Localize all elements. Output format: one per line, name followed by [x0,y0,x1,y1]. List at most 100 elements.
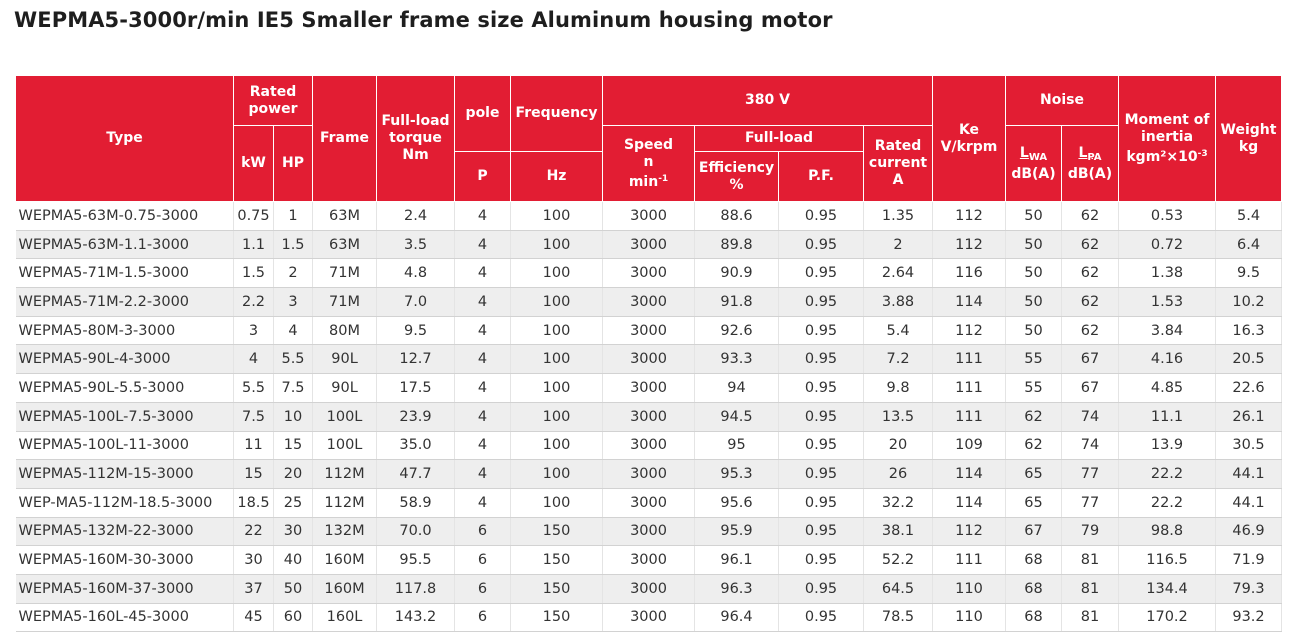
speed-symbol: n [644,154,654,170]
table-row: WEPMA5-63M-0.75-3000 0.75 1 63M 2.4 4 100 3000 8… [16,202,1282,231]
table-row: WEPMA5-160L-45-3000 45 60 160L 143.2 6 150 3000… [16,603,1282,632]
cell-frequency: 150 [511,603,603,632]
header-torque: Full-load torque Nm [377,76,455,202]
cell-inertia: 98.8 [1119,517,1216,546]
cell-weight: 71.9 [1216,546,1282,575]
cell-inertia: 22.2 [1119,488,1216,517]
cell-torque: 35.0 [377,431,455,460]
cell-pole: 4 [455,230,511,259]
cell-kw: 37 [234,574,274,603]
lwa-label: LWA [1020,145,1047,161]
cell-inertia: 134.4 [1119,574,1216,603]
cell-ke: 111 [933,546,1006,575]
table-row: WEPMA5-63M-1.1-3000 1.1 1.5 63M 3.5 4 100 3000 8… [16,230,1282,259]
cell-rated-current: 64.5 [864,574,933,603]
cell-pole: 4 [455,460,511,489]
cell-frame: 100L [313,402,377,431]
cell-speed: 3000 [603,374,695,403]
cell-hp: 7.5 [274,374,313,403]
cell-weight: 93.2 [1216,603,1282,632]
cell-hp: 15 [274,431,313,460]
cell-pf: 0.95 [779,431,864,460]
cell-frame: 160L [313,603,377,632]
cell-torque: 95.5 [377,546,455,575]
cell-type: WEPMA5-63M-1.1-3000 [16,230,234,259]
cell-frame: 71M [313,288,377,317]
cell-lwa: 68 [1006,574,1062,603]
cell-torque: 12.7 [377,345,455,374]
cell-torque: 117.8 [377,574,455,603]
cell-rated-current: 26 [864,460,933,489]
cell-type: WEPMA5-160L-45-3000 [16,603,234,632]
header-pole: pole [455,76,511,152]
cell-frequency: 100 [511,259,603,288]
cell-inertia: 0.72 [1119,230,1216,259]
cell-inertia: 11.1 [1119,402,1216,431]
cell-frame: 132M [313,517,377,546]
lwa-unit: dB(A) [1011,166,1055,182]
cell-lwa: 50 [1006,288,1062,317]
header-pole-unit: P [455,152,511,202]
cell-pole: 4 [455,374,511,403]
cell-inertia: 170.2 [1119,603,1216,632]
header-rated-power: Rated power [234,76,313,126]
cell-weight: 22.6 [1216,374,1282,403]
cell-type: WEP-MA5-112M-18.5-3000 [16,488,234,517]
header-lwa: LWA dB(A) [1006,126,1062,202]
cell-frame: 112M [313,460,377,489]
cell-pole: 4 [455,288,511,317]
cell-pole: 6 [455,517,511,546]
cell-kw: 30 [234,546,274,575]
cell-frequency: 100 [511,460,603,489]
cell-inertia: 1.38 [1119,259,1216,288]
cell-lwa: 62 [1006,402,1062,431]
cell-efficiency: 89.8 [695,230,779,259]
lwa-letter: L [1020,145,1029,161]
cell-speed: 3000 [603,488,695,517]
cell-weight: 10.2 [1216,288,1282,317]
cell-frequency: 100 [511,431,603,460]
cell-rated-current: 3.88 [864,288,933,317]
cell-rated-current: 5.4 [864,316,933,345]
speed-unit: min [629,174,658,190]
cell-weight: 46.9 [1216,517,1282,546]
table-row: WEPMA5-160M-37-3000 37 50 160M 117.8 6 150 3000… [16,574,1282,603]
cell-inertia: 3.84 [1119,316,1216,345]
cell-pf: 0.95 [779,230,864,259]
table-row: WEPMA5-160M-30-3000 30 40 160M 95.5 6 150 3000 9… [16,546,1282,575]
speed-exponent: -1 [658,174,668,184]
cell-efficiency: 94 [695,374,779,403]
cell-frame: 80M [313,316,377,345]
cell-frequency: 150 [511,546,603,575]
cell-rated-current: 52.2 [864,546,933,575]
cell-pole: 4 [455,402,511,431]
table-row: WEPMA5-100L-11-3000 11 15 100L 35.0 4 100 3000 9… [16,431,1282,460]
cell-ke: 110 [933,603,1006,632]
cell-torque: 143.2 [377,603,455,632]
cell-efficiency: 95.9 [695,517,779,546]
lpa-subscript: PA [1087,152,1101,163]
header-speed: Speed n min-1 [603,126,695,202]
cell-frequency: 100 [511,230,603,259]
lpa-label: LPA [1078,145,1101,161]
cell-pole: 6 [455,574,511,603]
lpa-unit: dB(A) [1068,166,1112,182]
cell-lpa: 81 [1062,574,1119,603]
cell-pole: 4 [455,259,511,288]
cell-frame: 90L [313,345,377,374]
cell-weight: 30.5 [1216,431,1282,460]
header-type: Type [16,76,234,202]
cell-frame: 71M [313,259,377,288]
cell-speed: 3000 [603,202,695,231]
cell-speed: 3000 [603,316,695,345]
cell-inertia: 0.53 [1119,202,1216,231]
cell-lwa: 50 [1006,230,1062,259]
cell-weight: 20.5 [1216,345,1282,374]
cell-inertia: 13.9 [1119,431,1216,460]
cell-frequency: 100 [511,345,603,374]
cell-type: WEPMA5-90L-4-3000 [16,345,234,374]
cell-weight: 79.3 [1216,574,1282,603]
cell-lwa: 65 [1006,488,1062,517]
cell-lwa: 50 [1006,259,1062,288]
cell-ke: 112 [933,230,1006,259]
